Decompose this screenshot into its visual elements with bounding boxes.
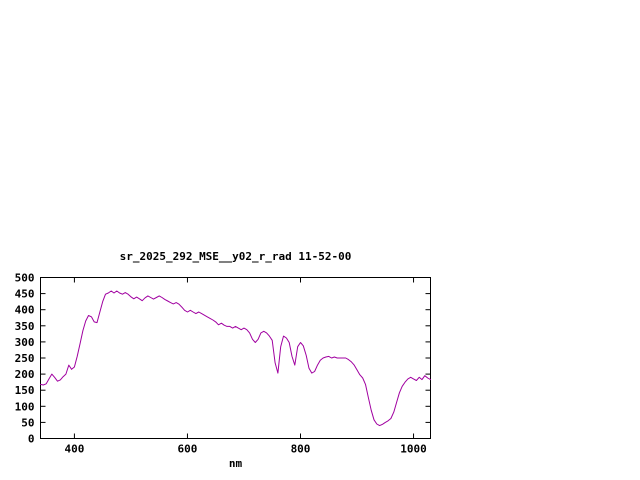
y-tick-label: 0: [28, 433, 35, 446]
y-tick-label: 50: [21, 416, 34, 429]
data-line: [40, 290, 431, 427]
chart-title: sr_2025_292_MSE__y02_r_rad 11-52-00: [119, 250, 352, 263]
y-tick-label: 250: [15, 352, 35, 365]
y-tick-label: 450: [15, 288, 35, 301]
x-tick-label: 800: [291, 443, 311, 456]
y-tick-label: 150: [15, 384, 35, 397]
y-tick-label: 350: [15, 320, 35, 333]
y-tick-label: 200: [15, 368, 35, 381]
y-tick-label: 300: [15, 336, 35, 349]
y-tick-label: 400: [15, 304, 35, 317]
x-tick-label: 1000: [400, 443, 427, 456]
x-axis-title: nm: [228, 457, 243, 470]
x-tick-label: 400: [64, 443, 84, 456]
y-tick-label: 100: [15, 400, 35, 413]
x-tick-label: 600: [178, 443, 198, 456]
y-tick-label: 500: [15, 272, 35, 285]
